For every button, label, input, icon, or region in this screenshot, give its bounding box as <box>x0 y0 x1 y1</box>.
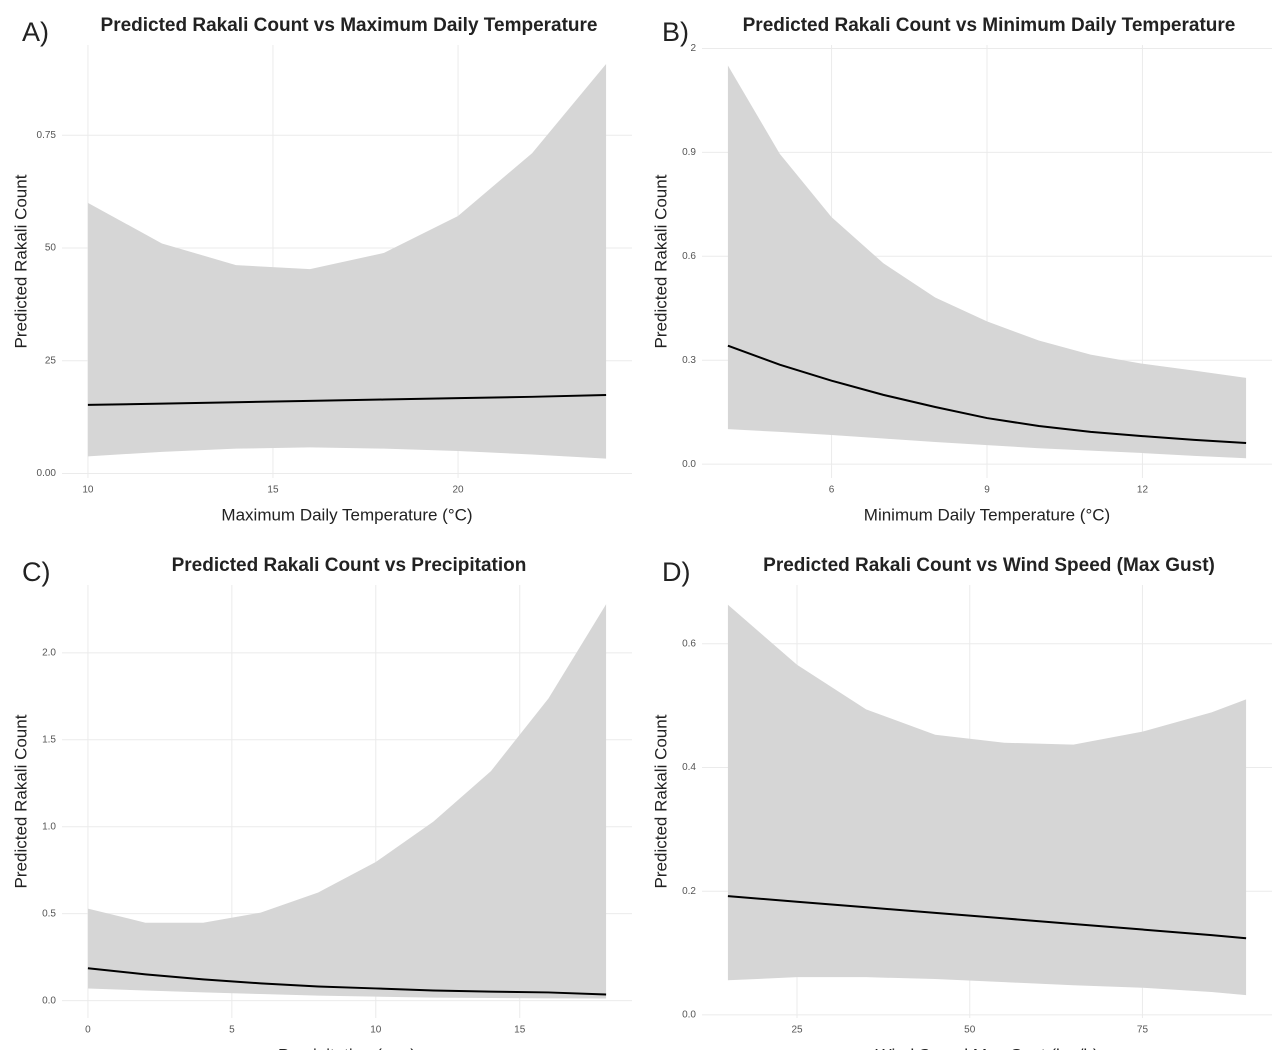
x-tick-label: 20 <box>452 485 464 496</box>
y-axis-label: Predicted Rakali Count <box>11 174 30 348</box>
confidence-band <box>727 604 1247 996</box>
y-tick-label: 0.3 <box>682 355 696 366</box>
y-tick-label: 0.5 <box>42 908 56 919</box>
x-tick-label: 0 <box>85 1025 91 1036</box>
y-tick-label: 25 <box>45 355 57 366</box>
panel: 0.0 0.2 0.4 0.6 25 50 75 D) Predicted Rakali Cou… <box>651 555 1272 1050</box>
y-tick-label: 0.00 <box>37 468 57 479</box>
x-tick-label: 6 <box>829 485 835 496</box>
prediction-line <box>87 967 607 996</box>
confidence-band <box>727 65 1247 459</box>
y-axis-label: Predicted Rakali Count <box>11 714 30 888</box>
x-tick-label: 15 <box>514 1025 526 1036</box>
panel: 0.0 0.5 1.0 1.5 2.0 0 5 10 15 C) Predicted Rakali … <box>11 555 632 1050</box>
y-tick-label: 0.9 <box>682 147 696 158</box>
panel: 0.0 0.3 0.6 0.9 2 6 9 12 B) Predicted Rakali Coun… <box>651 15 1272 524</box>
y-tick-label: 2 <box>690 43 696 54</box>
y-tick-label: 0.0 <box>682 1010 696 1021</box>
panel-label: B) <box>662 17 689 47</box>
y-tick-label: 1.5 <box>42 734 56 745</box>
y-tick-label: 1.0 <box>42 821 56 832</box>
x-tick-label: 75 <box>1137 1025 1149 1036</box>
y-tick-label: 0.0 <box>682 459 696 470</box>
panel: 0.00 25 50 0.75 10 15 20 A) Predicted Rakali Cou… <box>11 15 632 524</box>
x-tick-label: 10 <box>82 485 94 496</box>
chart-title: Predicted Rakali Count vs Wind Speed (Ma… <box>763 555 1215 576</box>
x-tick-label: 9 <box>984 485 990 496</box>
prediction-line <box>727 895 1247 940</box>
chart-title: Predicted Rakali Count vs Maximum Daily … <box>101 15 598 36</box>
x-axis-label: Maximum Daily Temperature (°C) <box>221 505 472 524</box>
x-tick-label: 12 <box>1137 485 1149 496</box>
x-tick-label: 25 <box>791 1025 803 1036</box>
chart-title: Predicted Rakali Count vs Minimum Daily … <box>743 15 1236 36</box>
x-tick-label: 15 <box>267 485 279 496</box>
chart-title: Predicted Rakali Count vs Precipitation <box>172 555 527 576</box>
x-axis-label: Minimum Daily Temperature (°C) <box>864 505 1110 524</box>
panel-label: A) <box>22 17 49 47</box>
y-tick-label: 0.2 <box>682 886 696 897</box>
x-tick-label: 10 <box>370 1025 382 1036</box>
confidence-band <box>87 604 607 999</box>
y-axis-label: Predicted Rakali Count <box>651 714 670 888</box>
y-tick-label: 0.6 <box>682 251 696 262</box>
panel-label: D) <box>662 557 691 587</box>
confidence-band <box>87 63 607 459</box>
y-tick-label: 0.4 <box>682 762 696 773</box>
y-tick-label: 0.0 <box>42 995 56 1006</box>
prediction-line <box>87 394 607 406</box>
panel-label: C) <box>22 557 51 587</box>
x-axis-label: Wind Speed Max Gust (km/h) <box>876 1045 1099 1050</box>
x-axis-label: Precipitation (mm) <box>278 1045 416 1050</box>
y-axis-label: Predicted Rakali Count <box>651 174 670 348</box>
y-tick-label: 0.75 <box>37 130 57 141</box>
y-tick-label: 2.0 <box>42 647 56 658</box>
prediction-line <box>727 344 1247 445</box>
y-tick-label: 0.6 <box>682 638 696 649</box>
x-tick-label: 5 <box>229 1025 235 1036</box>
x-tick-label: 50 <box>964 1025 976 1036</box>
y-tick-label: 50 <box>45 243 57 254</box>
